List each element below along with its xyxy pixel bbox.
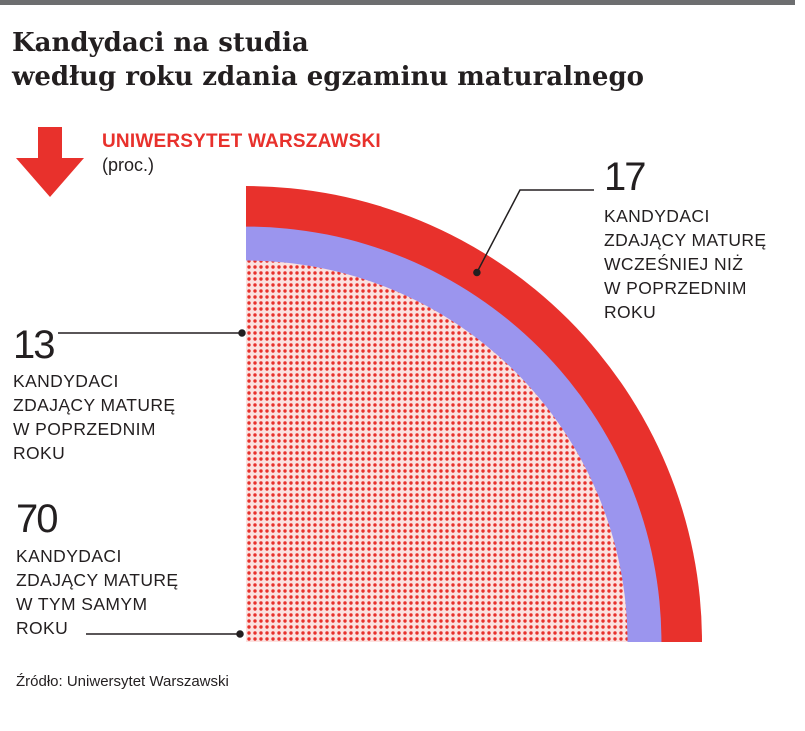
caption-previous: KANDYDACI ZDAJĄCY MATURĘ W POPRZEDNIM RO… (13, 369, 243, 465)
top-rule (0, 0, 795, 5)
caption-same-line: ROKU (16, 618, 69, 638)
caption-earlier-line: ROKU (604, 302, 657, 322)
leader-line-earlier (476, 189, 594, 273)
leader-dot-same (236, 630, 244, 638)
value-same: 70 (16, 497, 59, 541)
chart-title-line-1: Kandydaci na studia (12, 28, 309, 58)
caption-same: KANDYDACI ZDAJĄCY MATURĘ W TYM SAMYM ROK… (16, 544, 246, 640)
segment-same-year (246, 260, 628, 642)
caption-same-line: W TYM SAMYM (16, 594, 148, 614)
caption-previous-line: KANDYDACI (13, 371, 119, 391)
caption-previous-line: ZDAJĄCY MATURĘ (13, 395, 176, 415)
chart-subtitle: UNIWERSYTET WARSZAWSKI (proc.) (102, 131, 502, 176)
leader-dot-earlier (473, 268, 481, 277)
institution-name: UNIWERSYTET WARSZAWSKI (102, 131, 381, 152)
chart-title: Kandydaci na studia według roku zdania e… (12, 26, 782, 94)
caption-earlier-line: WCZEŚNIEJ NIŻ (604, 254, 744, 274)
caption-earlier: KANDYDACI ZDAJĄCY MATURĘ WCZEŚNIEJ NIŻ W… (604, 204, 805, 324)
caption-same-line: ZDAJĄCY MATURĘ (16, 570, 179, 590)
unit-label: (proc.) (102, 155, 155, 175)
label-same: 70 KANDYDACI ZDAJĄCY MATURĘ W TYM SAMYM … (16, 499, 246, 640)
caption-earlier-line: KANDYDACI (604, 206, 710, 226)
arrow-down-icon (16, 127, 84, 197)
caption-previous-line: W POPRZEDNIM (13, 419, 156, 439)
caption-earlier-line: ZDAJĄCY MATURĘ (604, 230, 767, 250)
leader-dot-previous (238, 329, 246, 337)
label-earlier: 17 KANDYDACI ZDAJĄCY MATURĘ WCZEŚNIEJ NI… (604, 157, 805, 324)
caption-previous-line: ROKU (13, 443, 66, 463)
chart-title-line-2: według roku zdania egzaminu maturalnego (12, 62, 644, 92)
value-earlier: 17 (604, 155, 647, 199)
value-previous: 13 (13, 323, 56, 367)
caption-earlier-line: W POPRZEDNIM (604, 278, 747, 298)
source-note: Źródło: Uniwersytet Warszawski (16, 673, 229, 690)
caption-same-line: KANDYDACI (16, 546, 122, 566)
label-previous: 13 KANDYDACI ZDAJĄCY MATURĘ W POPRZEDNIM… (13, 325, 243, 465)
